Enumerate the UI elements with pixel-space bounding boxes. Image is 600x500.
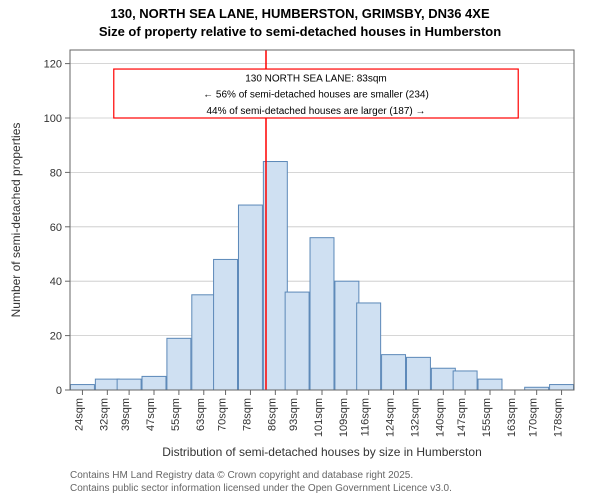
histogram-bar <box>406 357 430 390</box>
histogram-bar <box>335 281 359 390</box>
histogram-bar <box>453 371 477 390</box>
xtick-label: 39sqm <box>120 398 132 431</box>
xtick-label: 93sqm <box>288 398 300 431</box>
xtick-label: 109sqm <box>338 398 350 437</box>
annotation-line1: 130 NORTH SEA LANE: 83sqm <box>245 73 387 84</box>
histogram-bar <box>192 295 216 390</box>
annotation-box: 130 NORTH SEA LANE: 83sqm ← 56% of semi-d… <box>114 69 518 118</box>
ytick-label: 100 <box>44 113 62 125</box>
xtick-label: 86sqm <box>266 398 278 431</box>
xtick-label: 63sqm <box>195 398 207 431</box>
histogram-bar <box>431 368 455 390</box>
xtick-label: 78sqm <box>241 398 253 431</box>
ytick-label: 0 <box>56 385 62 397</box>
histogram-bar <box>357 303 381 390</box>
annotation-line2: ← 56% of semi-detached houses are smalle… <box>203 90 429 101</box>
annotation-line3: 44% of semi-detached houses are larger (… <box>206 106 425 117</box>
histogram-bar <box>285 292 309 390</box>
chart-container: 0 20 40 60 80 100 120 130 NORTH SEA LANE: 83sqm… <box>0 0 600 500</box>
histogram-bar <box>70 385 94 390</box>
ytick-label: 40 <box>50 276 62 288</box>
chart-title-line1: 130, NORTH SEA LANE, HUMBERSTON, GRIMSBY… <box>110 6 490 21</box>
xtick-label: 101sqm <box>313 398 325 437</box>
histogram-bar <box>214 259 238 390</box>
xtick-label: 47sqm <box>145 398 157 431</box>
histogram-bar <box>95 379 119 390</box>
histogram-bar <box>550 385 574 390</box>
ytick-label: 20 <box>50 331 62 343</box>
xtick-label: 132sqm <box>409 398 421 437</box>
footer-line1: Contains HM Land Registry data © Crown c… <box>70 470 413 481</box>
histogram-bar <box>310 238 334 390</box>
chart-title-line2: Size of property relative to semi-detach… <box>99 24 501 39</box>
xtick-label: 147sqm <box>456 398 468 437</box>
histogram-bar <box>238 205 262 390</box>
histogram-bar <box>382 355 406 390</box>
xtick-label: 124sqm <box>385 398 397 437</box>
xtick-label: 55sqm <box>170 398 182 431</box>
ytick-label: 80 <box>50 167 62 179</box>
xtick-label: 32sqm <box>98 398 110 431</box>
xtick-label: 170sqm <box>528 398 540 437</box>
xtick-label: 155sqm <box>481 398 493 437</box>
xtick-label: 116sqm <box>360 398 372 436</box>
footer-line2: Contains public sector information licen… <box>70 483 452 494</box>
xtick-label: 178sqm <box>553 398 565 437</box>
histogram-bar <box>263 162 287 390</box>
histogram-bar <box>142 376 166 390</box>
y-axis-label: Number of semi-detached properties <box>9 123 23 318</box>
xtick-label: 163sqm <box>506 398 518 437</box>
xtick-label: 70sqm <box>217 398 229 431</box>
x-axis-label: Distribution of semi-detached houses by … <box>162 445 482 459</box>
histogram-bar <box>167 338 191 390</box>
histogram-svg: 0 20 40 60 80 100 120 130 NORTH SEA LANE: 83sqm… <box>0 0 600 500</box>
histogram-bar <box>478 379 502 390</box>
ytick-label: 60 <box>50 222 62 234</box>
ytick-label: 120 <box>44 59 62 71</box>
histogram-bar <box>117 379 141 390</box>
xtick-label: 140sqm <box>434 398 446 437</box>
xtick-label: 24sqm <box>73 398 85 431</box>
